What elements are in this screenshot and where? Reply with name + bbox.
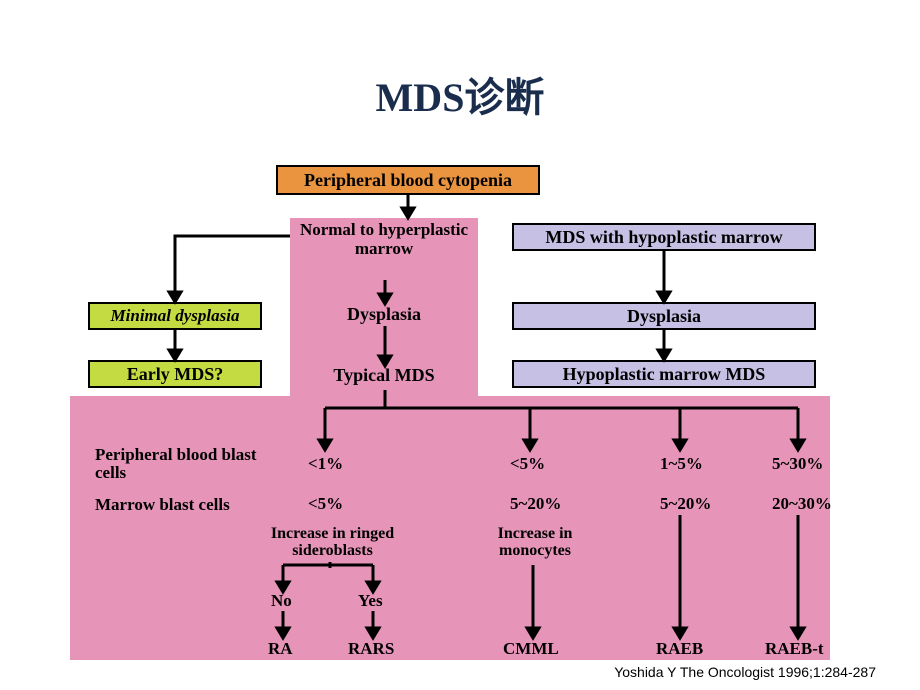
page-title: MDS诊断	[0, 65, 920, 123]
box-hypoplastic-marrow-mds: Hypoplastic marrow MDS	[512, 360, 816, 388]
c4r2: 20~30%	[772, 494, 832, 514]
txt-normal-marrow: Normal to hyperplastic marrow	[294, 221, 474, 258]
c2r1: <5%	[510, 454, 545, 474]
box-hypo-mds: MDS with hypoplastic marrow	[512, 223, 816, 251]
txt-no: No	[271, 591, 292, 611]
box-pbc: Peripheral blood cytopenia	[276, 165, 540, 195]
out-ra: RA	[268, 639, 293, 659]
c2r2: 5~20%	[510, 494, 561, 514]
out-rars: RARS	[348, 639, 394, 659]
label-marrow-blast: Marrow blast cells	[95, 495, 230, 515]
c3r1: 1~5%	[660, 454, 703, 474]
citation: Yoshida Y The Oncologist 1996;1:284-287	[614, 664, 876, 680]
box-minimal-dysplasia: Minimal dysplasia	[88, 302, 262, 330]
c1r1: <1%	[308, 454, 343, 474]
txt-typical-mds: Typical MDS	[294, 365, 474, 386]
c3r2: 5~20%	[660, 494, 711, 514]
c4r1: 5~30%	[772, 454, 823, 474]
pink-bg-lower	[70, 396, 830, 660]
out-raeb: RAEB	[656, 639, 703, 659]
out-raebt: RAEB-t	[765, 639, 824, 659]
label-pb-blast: Peripheral blood blast cells	[95, 446, 275, 482]
txt-yes: Yes	[358, 591, 383, 611]
txt-ringed-sideroblasts: Increase in ringed sideroblasts	[245, 526, 420, 560]
box-early-mds: Early MDS?	[88, 360, 262, 388]
c1r2: <5%	[308, 494, 343, 514]
txt-dysplasia-1: Dysplasia	[294, 304, 474, 325]
box-dysplasia-2: Dysplasia	[512, 302, 816, 330]
out-cmml: CMML	[503, 639, 559, 659]
txt-monocytes: Increase in monocytes	[480, 526, 590, 560]
